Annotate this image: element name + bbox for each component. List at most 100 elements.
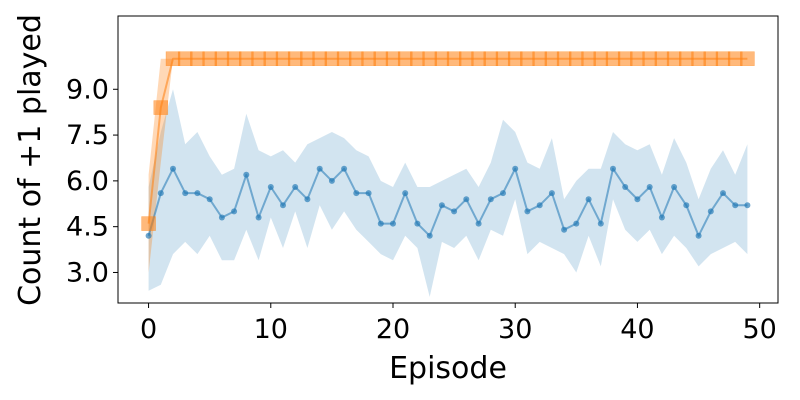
x-axis-label: Episode [389,351,507,386]
x-tick-label: 0 [140,314,157,345]
series-0-point [377,220,384,227]
series-1-point [483,51,499,66]
series-1-point [471,51,486,66]
plot-frame [117,15,779,304]
series-1-point [324,51,340,66]
series-0-point [536,202,543,209]
series-0-point [487,196,494,203]
series-0-point [255,214,262,221]
series-0-point [500,190,506,197]
series-1-point [654,51,670,66]
series-0-point [267,184,274,190]
series-1-point [520,51,535,66]
series-0-point [414,220,421,227]
x-tick-label: 40 [620,314,654,345]
y-axis-ticks: 3.0 4.5 6.0 7.5 9.0 [66,74,118,288]
series-1-point [679,51,694,66]
series-0-point [610,165,616,172]
series-0-point [475,220,482,227]
series-1-point [727,51,743,66]
series-1-point [459,51,474,66]
series-1-point [312,51,327,66]
series-0-point [280,202,286,209]
series-0-point [194,190,201,197]
series-0-point [145,232,152,239]
series-1-point [177,51,193,66]
series-1-point [251,51,266,66]
series-1-point [239,51,254,66]
series-1-point [263,51,279,66]
y-axis-label: Count of +1 played [13,14,48,306]
series-1-point [630,51,645,66]
series-0-point [451,208,458,215]
series-1-point [605,51,621,66]
series-1-point [373,51,389,66]
series-0-point [316,165,323,172]
series-1-point [715,51,731,66]
series-0-point [646,184,653,190]
y-tick-label: 7.5 [66,120,109,151]
series-0-point [206,196,213,203]
series-1-point [275,51,291,66]
series-1-point [642,51,657,66]
series-0-point [182,190,189,197]
series-1-point [617,51,633,66]
series-0-point [671,184,678,190]
series-0-point [304,196,311,203]
series-0-point [170,165,176,172]
series-0-point [426,232,433,239]
series-1-point [666,51,682,66]
series-0-point [548,190,555,197]
series-1-point [153,100,169,115]
series-1-point [544,51,560,66]
series-0-point [512,165,519,172]
series-1-point [141,216,156,231]
series-0-point [328,177,335,184]
series-0-point [585,196,592,203]
series-1-point [581,51,596,66]
series-1-point [202,51,217,66]
series-1-point [190,51,205,66]
series-0-point [292,184,299,190]
y-tick-label: 3.0 [66,257,109,288]
series-0-point [561,226,568,233]
series-0-point [365,190,372,197]
series-0-point [438,202,445,209]
y-tick-label: 4.5 [66,212,109,243]
series-1-point [397,51,413,66]
series-0-point [695,232,702,239]
series-1-point [410,51,425,66]
series-0-point [243,171,250,178]
series-0-band [148,89,748,297]
series-0-point [622,184,629,190]
series-1-point [349,51,364,66]
confidence-bands [148,58,748,297]
series-0-point [402,190,409,197]
series-markers [141,51,755,239]
series-0-point [707,208,714,215]
series-1-point [361,51,376,66]
series-0-point [597,220,604,227]
series-0-point [218,214,225,221]
y-tick-label: 6.0 [66,166,109,197]
y-tick-label: 9.0 [66,74,109,105]
series-0-point [744,202,751,209]
x-tick-label: 10 [254,314,288,345]
series-0-point [231,208,238,215]
series-1-point [226,51,242,66]
series-0-point [634,196,641,203]
series-0-point [720,190,726,197]
series-1-point [703,51,719,66]
series-0-point [658,214,665,221]
series-1-point [691,51,706,66]
series-1-point [287,51,303,66]
x-tick-label: 30 [498,314,532,345]
x-axis-ticks: 0 10 20 30 40 50 [140,303,777,345]
series-1-point [446,51,462,66]
series-1-point [214,51,230,66]
series-0-point [390,220,396,227]
series-1-point [434,51,450,66]
series-0-point [341,165,348,172]
series-0-point [683,202,690,209]
